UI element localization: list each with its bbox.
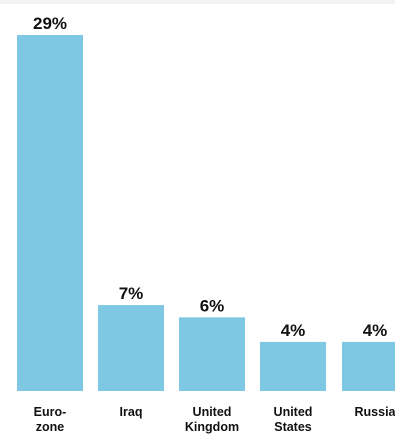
category-label-line: States bbox=[274, 420, 312, 434]
category-label-3: United States bbox=[274, 405, 313, 434]
bar-1 bbox=[98, 305, 164, 391]
category-label-line: Russia bbox=[355, 405, 395, 419]
category-label-line: zone bbox=[36, 420, 65, 434]
value-label-2: 6% bbox=[200, 296, 225, 315]
value-label-3: 4% bbox=[281, 321, 306, 340]
category-label-4: Russia bbox=[355, 405, 395, 419]
bar-2 bbox=[179, 317, 245, 391]
value-labels-group: 29% 7% 6% 4% 4% bbox=[33, 14, 387, 340]
category-label-line: Kingdom bbox=[185, 420, 239, 434]
bars-group bbox=[17, 35, 395, 391]
category-label-1: Iraq bbox=[120, 405, 143, 419]
top-cropped-strip bbox=[0, 0, 395, 4]
category-label-line: Euro- bbox=[34, 405, 67, 419]
value-label-4: 4% bbox=[363, 321, 388, 340]
category-label-line: Iraq bbox=[120, 405, 143, 419]
category-label-0: Euro-zone bbox=[34, 405, 67, 434]
bar-4 bbox=[342, 341, 395, 391]
bar-3 bbox=[260, 341, 326, 391]
category-label-2: United Kingdom bbox=[185, 405, 239, 434]
category-label-line: United bbox=[193, 405, 232, 419]
value-label-1: 7% bbox=[119, 284, 144, 303]
bar-0 bbox=[17, 35, 83, 391]
category-label-line: United bbox=[274, 405, 313, 419]
value-label-0: 29% bbox=[33, 14, 67, 33]
